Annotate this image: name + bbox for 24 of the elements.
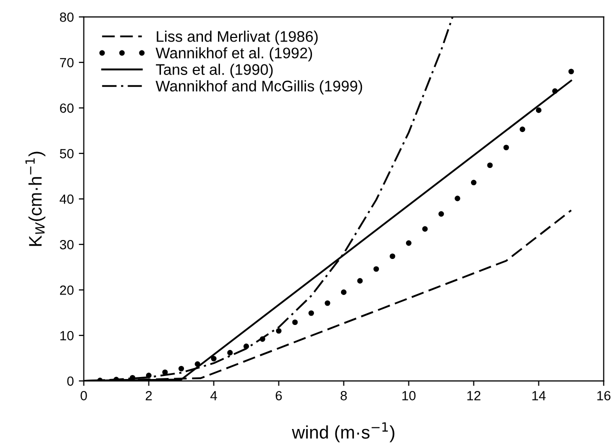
x-tick-label: 0 (80, 390, 87, 400)
y-tick-label: 60 (60, 103, 74, 113)
x-tick-label: 6 (276, 390, 282, 400)
x-tick-label: 8 (340, 390, 347, 400)
y-tick-label: 40 (60, 194, 74, 204)
x-tick-label: 4 (210, 391, 218, 400)
x-tick-label: 16 (597, 390, 610, 400)
legend-label: Tans et al. (1990) (156, 64, 273, 78)
legend-label: Wannikhof and McGillis (1999) (156, 80, 362, 94)
x-tick-label: 14 (532, 391, 546, 400)
legend-label: Wannikhof et al. (1992) (156, 47, 312, 62)
x-axis-title: wind (m·s$^{−1}$) (292, 422, 394, 442)
y-tick-label: 10 (60, 330, 74, 340)
y-tick-label: 20 (60, 285, 74, 295)
legend-label: Liss and Merlivat (1986) (156, 30, 318, 45)
y-tick-label: 0 (67, 376, 74, 386)
x-tick-label: 12 (467, 390, 480, 400)
y-axis-title: K$_{W}$(cm·h$^{−1}$) (25, 152, 46, 246)
y-tick-label: 30 (60, 240, 74, 250)
x-tick-label: 2 (146, 390, 152, 400)
x-tick-label: 10 (402, 390, 416, 400)
y-tick-label: 80 (60, 12, 74, 22)
y-tick-label: 50 (60, 148, 74, 158)
y-tick-label: 70 (60, 58, 74, 68)
